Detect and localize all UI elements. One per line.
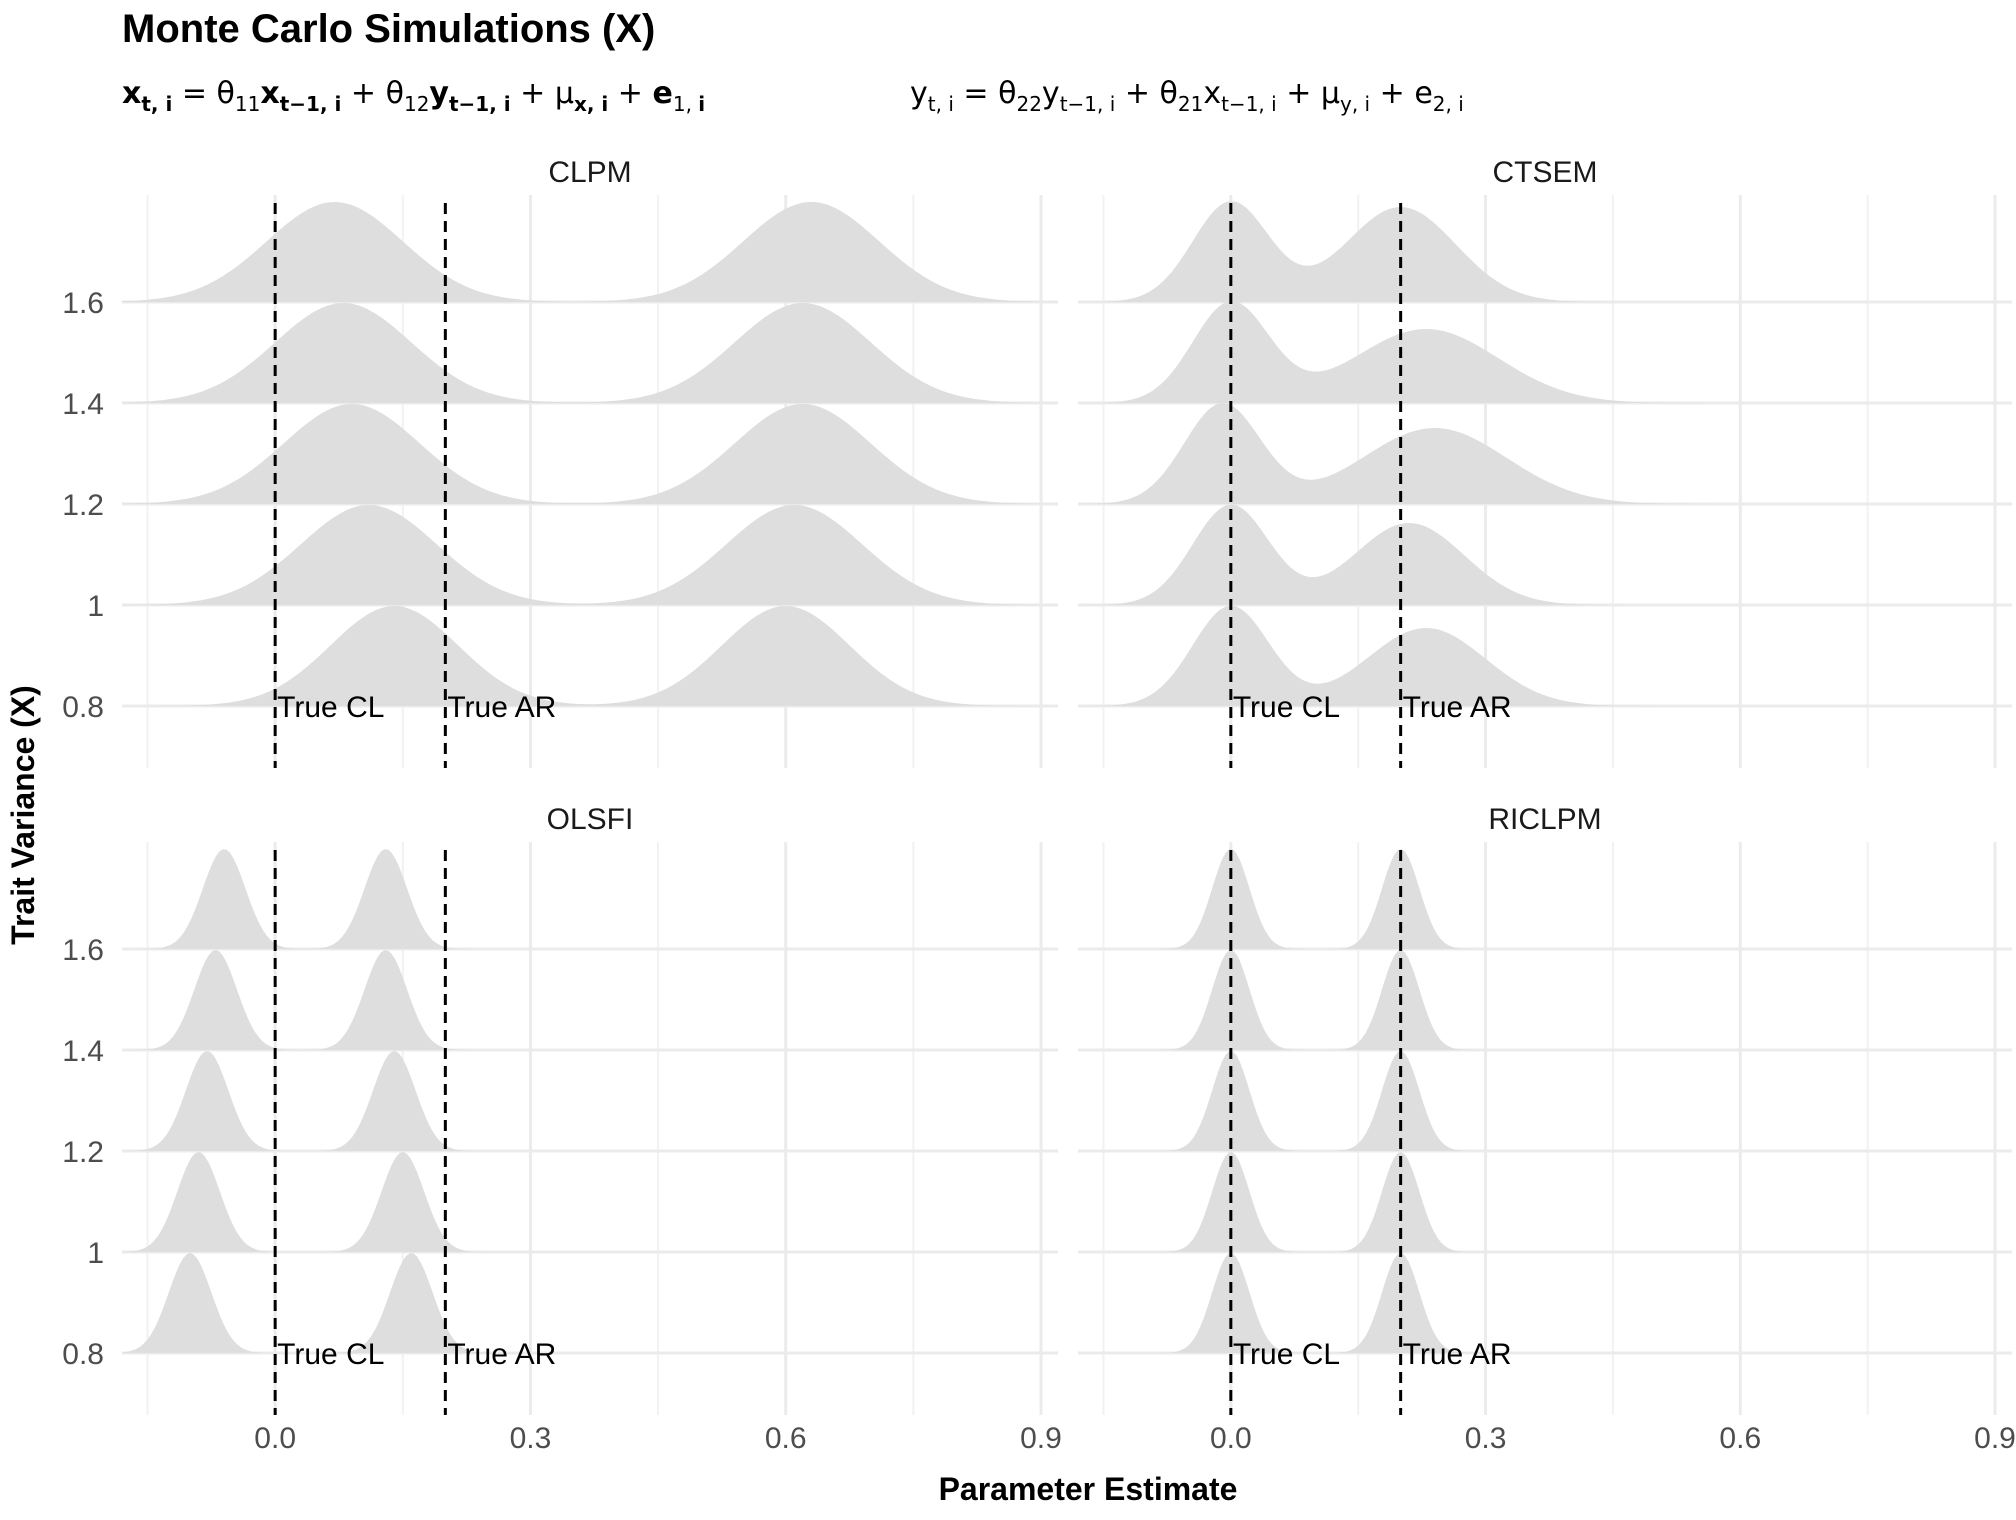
- panel-clpm: True CL True AR CLPM 0.8 1 1.2 1.4 1.6: [62, 156, 1058, 768]
- y-tick-label: 1.4: [62, 388, 104, 421]
- ridge-density: [122, 849, 1058, 949]
- equation-left: xt, i = θ11xt−1, i + θ12yt−1, i + μx, i …: [122, 76, 705, 116]
- x-tick-label: 0.3: [1465, 1422, 1507, 1455]
- x-tick-label: 0.9: [1020, 1422, 1062, 1455]
- ridge-density: [1078, 301, 2012, 403]
- ridge-density: [1078, 1253, 2012, 1353]
- panel-riclpm: True CL True AR RICLPM 0.0 0.3 0.6 0.9: [1078, 803, 2016, 1455]
- reference-label: True AR: [447, 691, 556, 724]
- x-tick-label: 0.3: [510, 1422, 552, 1455]
- ridge-density: [122, 202, 1058, 302]
- y-axis-title: Trait Variance (X): [5, 685, 41, 945]
- ridge-density: [1078, 950, 2012, 1050]
- y-tick-label: 1: [87, 1237, 104, 1270]
- reference-label: True CL: [1233, 1338, 1340, 1371]
- ridge-density: [122, 606, 1058, 706]
- y-tick-label: 1.2: [62, 1136, 104, 1169]
- equation-right: yt, i = θ22yt−1, i + θ21xt−1, i + μy, i …: [910, 76, 1464, 116]
- y-tick-label: 1.2: [62, 489, 104, 522]
- y-tick-label: 1.6: [62, 287, 104, 320]
- ridge-density: [122, 1051, 1058, 1151]
- ridge-density: [122, 404, 1058, 504]
- reference-label: True AR: [1403, 691, 1512, 724]
- y-tick-label: 1.6: [62, 934, 104, 967]
- panel-olsfi: True CL True AR OLSFI 0.0 0.3 0.6 0.9 0.8 1 1.2 1.…: [62, 803, 1062, 1455]
- reference-label: True AR: [447, 1338, 556, 1371]
- x-tick-label: 0.6: [765, 1422, 807, 1455]
- panel-title: RICLPM: [1488, 803, 1601, 836]
- panel-ctsem: True CL True AR CTSEM: [1078, 156, 2012, 768]
- panel-title: OLSFI: [547, 803, 634, 836]
- ridge-density: [122, 1253, 1058, 1353]
- y-tick-label: 0.8: [62, 691, 104, 724]
- y-tick-label: 0.8: [62, 1338, 104, 1371]
- x-tick-label: 0.9: [1974, 1422, 2016, 1455]
- ridge-density: [122, 505, 1058, 605]
- panel-title: CLPM: [548, 156, 631, 189]
- ridge-density: [1078, 605, 2012, 706]
- reference-label: True CL: [277, 691, 384, 724]
- ridge-density: [122, 1152, 1058, 1252]
- ridge-density: [1078, 849, 2012, 949]
- x-axis-title: Parameter Estimate: [939, 1471, 1238, 1507]
- reference-label: True CL: [1233, 691, 1340, 724]
- ridge-density: [1078, 1152, 2012, 1252]
- equation-left-text: xt, i = θ11xt−1, i + θ12yt−1, i + μx, i …: [122, 76, 705, 116]
- equation-right-text: yt, i = θ22yt−1, i + θ21xt−1, i + μy, i …: [910, 76, 1464, 116]
- reference-label: True AR: [1403, 1338, 1512, 1371]
- panel-title: CTSEM: [1493, 156, 1598, 189]
- x-tick-label: 0.6: [1719, 1422, 1761, 1455]
- ridge-density: [1078, 201, 2012, 302]
- x-tick-label: 0.0: [254, 1422, 296, 1455]
- chart-title: Monte Carlo Simulations (X): [122, 7, 655, 51]
- ridge-density: [122, 950, 1058, 1050]
- ridge-density: [1078, 403, 2012, 504]
- ridge-density: [122, 303, 1058, 403]
- y-tick-label: 1: [87, 590, 104, 623]
- ridge-density: [1078, 1051, 2012, 1151]
- y-tick-label: 1.4: [62, 1035, 104, 1068]
- ridge-density: [1078, 504, 2012, 605]
- x-tick-label: 0.0: [1210, 1422, 1252, 1455]
- reference-label: True CL: [277, 1338, 384, 1371]
